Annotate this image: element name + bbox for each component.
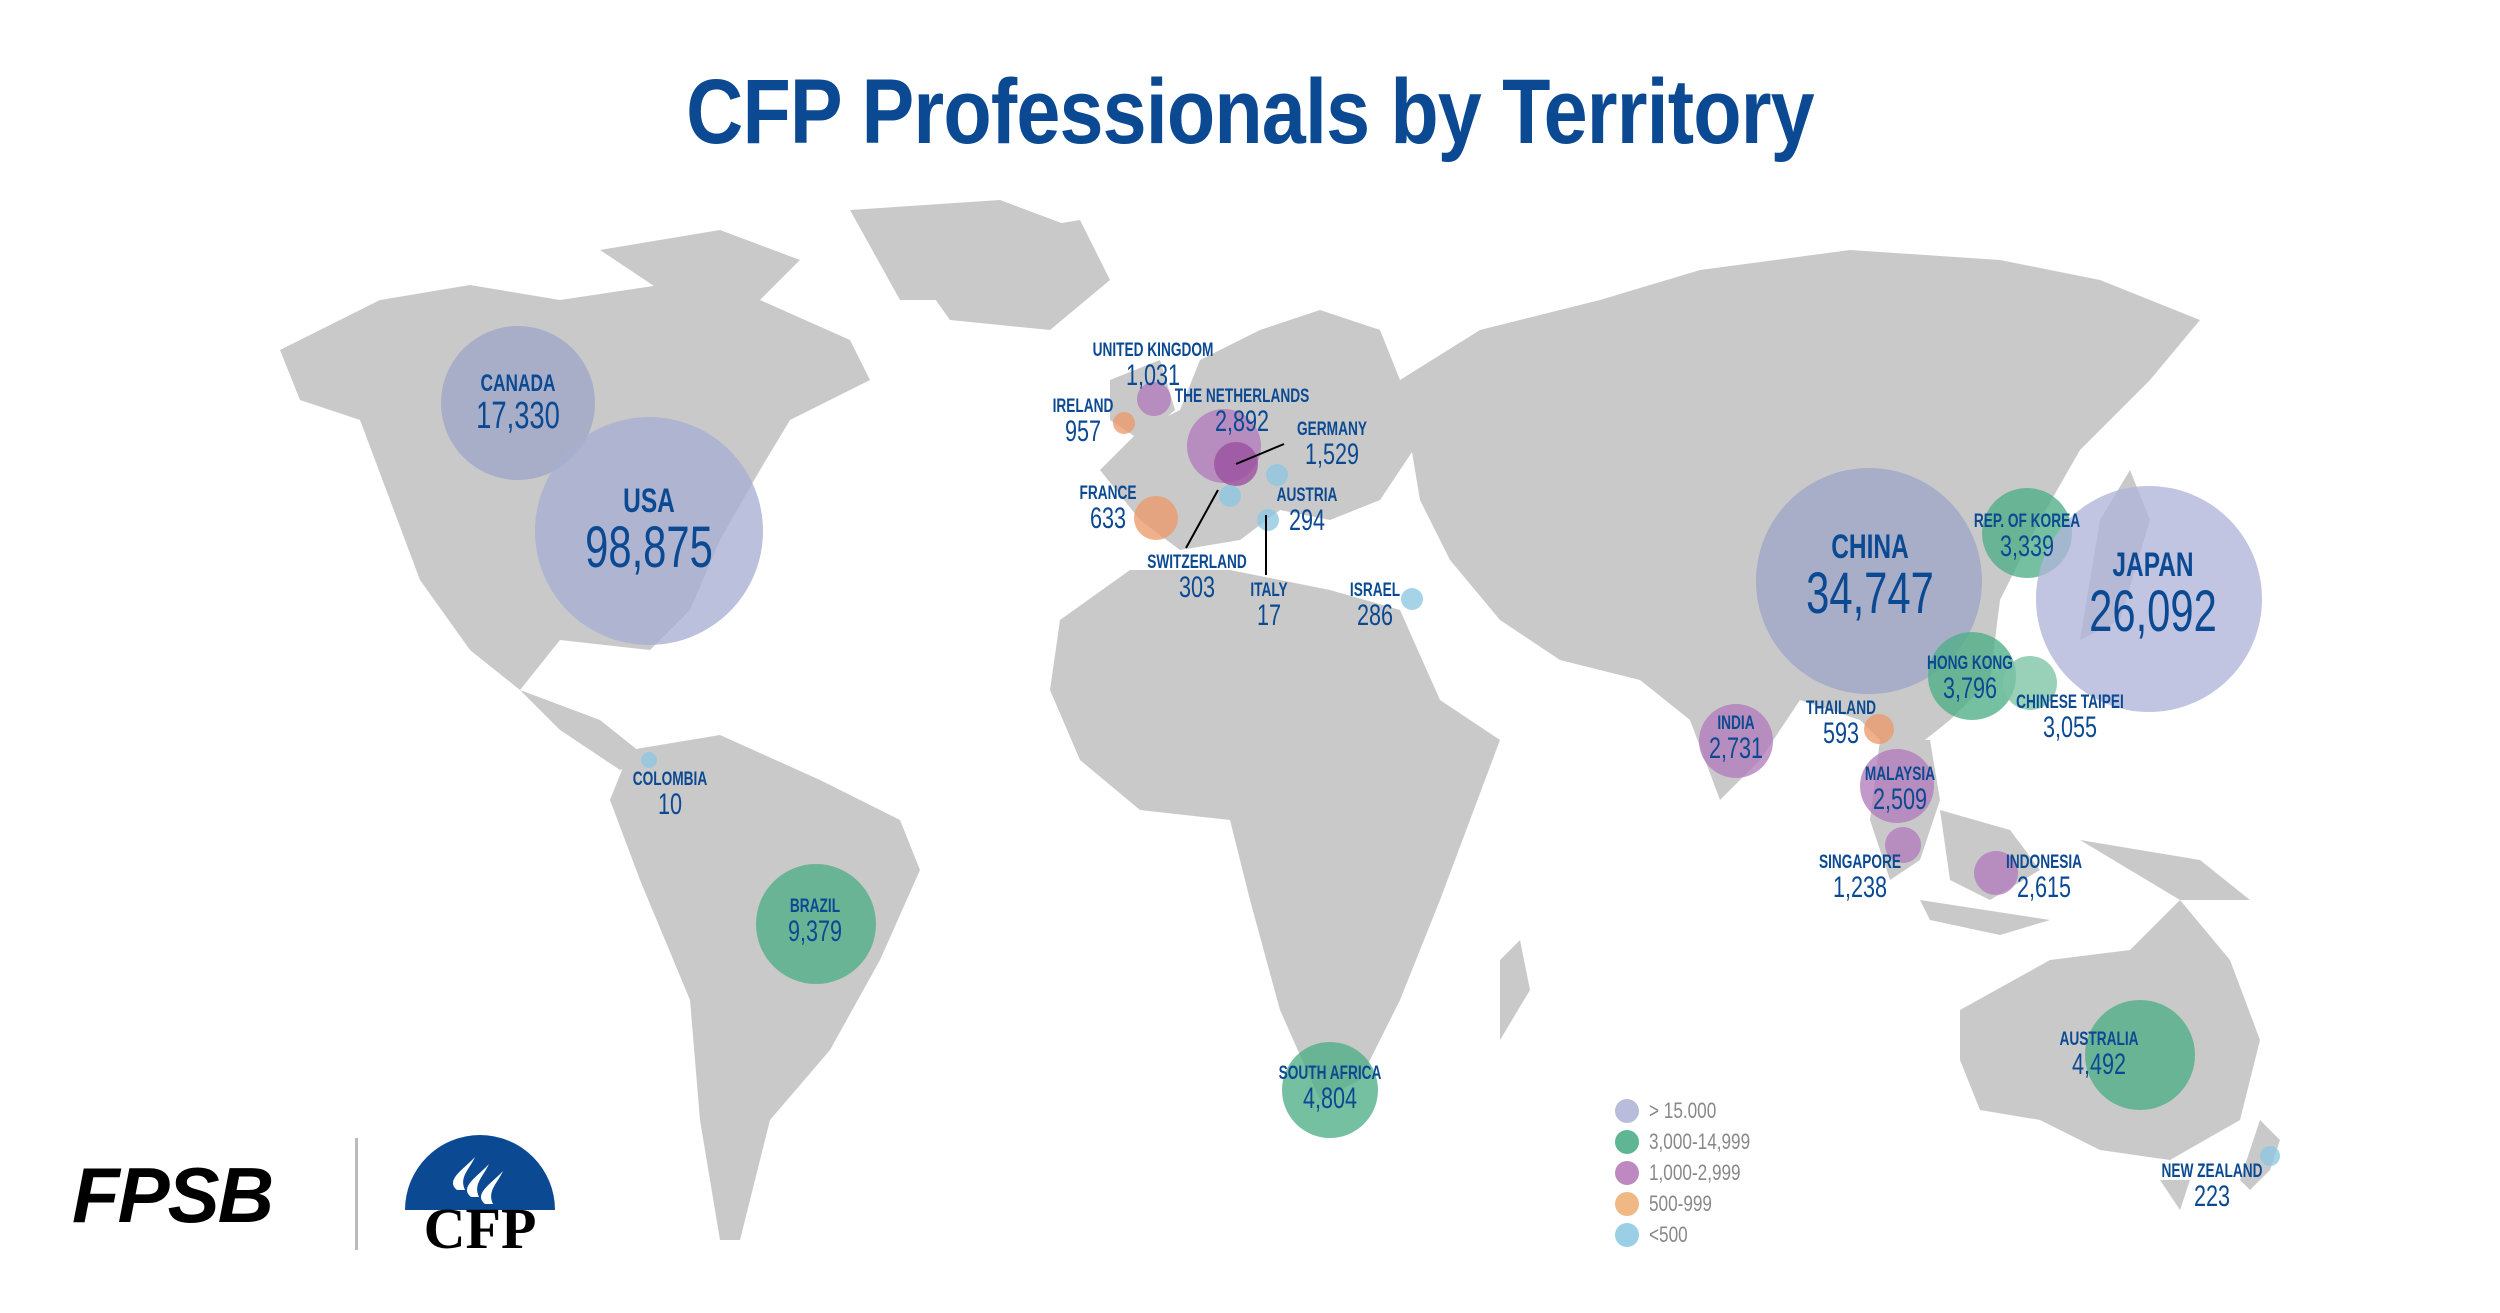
label-united-kingdom: UNITED KINGDOM 1,031 [1092,340,1214,392]
bubble-ireland [1113,412,1135,434]
legend-dot-icon [1615,1129,1639,1154]
bubble-colombia [641,752,657,768]
label-germany: GERMANY 1,529 [1297,419,1367,471]
bubble-india [1699,704,1773,778]
map-legend: > 15.000 3,000-14,999 1,000-2,999 500-99… [1615,1095,1779,1250]
bubble-austria [1266,464,1288,486]
logo-divider [355,1138,358,1250]
label-china: CHINA 34,747 [1806,528,1934,626]
legend-dot-icon [1615,1160,1639,1185]
bubble-japan [2036,486,2262,712]
label-israel: ISRAEL 286 [1349,580,1401,632]
label-france: FRANCE 633 [1079,483,1137,535]
label-ireland: IRELAND 957 [1052,396,1114,448]
cfp-flame-dome-icon [405,1135,555,1210]
bubble-switzerland [1219,485,1241,507]
label-india: INDIA 2,731 [1708,713,1764,765]
page-title: CFP Professionals by Territory [686,61,1815,163]
label-malaysia: MALAYSIA 2,509 [1864,764,1936,816]
legend-item: > 15.000 [1615,1095,1779,1126]
label-new-zealand: NEW ZEALAND 223 [2161,1161,2263,1213]
label-australia: AUSTRALIA 4,492 [2059,1029,2139,1081]
bubble-singapore [1885,827,1921,863]
label-austria: AUSTRIA 294 [1276,485,1338,537]
bubble-italy [1257,509,1279,531]
bubble-united-kingdom [1137,382,1171,416]
label-canada: CANADA 17,330 [476,370,560,437]
bubble-hong-kong [1928,632,2016,720]
bubble-thailand [1864,714,1894,744]
bubble-israel [1401,588,1423,610]
legend-item: 500-999 [1615,1188,1779,1219]
bubble-malaysia [1860,749,1934,823]
label-thailand: THAILAND 593 [1806,698,1876,750]
label-japan: JAPAN 26,092 [2089,546,2217,644]
label-switzerland: SWITZERLAND 303 [1147,552,1247,604]
bubble-indonesia [1974,851,2018,895]
label-indonesia: INDONESIA 2,615 [2005,852,2083,904]
label-netherlands: THE NETHERLANDS 2,892 [1174,386,1310,438]
legend-dot-icon [1615,1098,1639,1123]
legend-item: 3,000-14,999 [1615,1126,1779,1157]
label-singapore: SINGAPORE 1,238 [1818,852,1902,904]
cfp-logo: CFP [400,1135,560,1261]
label-italy: ITALY 17 [1250,580,1288,632]
bubble-new-zealand [2260,1146,2280,1166]
label-brazil: BRAZIL 9,379 [787,896,843,948]
bubble-south-africa [1282,1042,1378,1138]
label-south-africa: SOUTH AFRICA 4,804 [1278,1063,1382,1115]
fpsb-logo: FPSB [72,1151,274,1239]
legend-dot-icon [1615,1191,1639,1216]
label-colombia: COLOMBIA 10 [632,769,708,821]
legend-item: <500 [1615,1219,1779,1250]
label-hong-kong: HONG KONG 3,796 [1927,653,2013,705]
bubbles [441,326,2280,1166]
bubble-brazil [756,864,876,984]
bubble-china [1756,468,1982,694]
leader-lines [1185,443,1285,575]
legend-dot-icon [1615,1222,1639,1247]
bubble-france [1134,496,1178,540]
bubble-australia [2085,1000,2195,1110]
label-rep-of-korea: REP. OF KOREA 3,339 [1973,511,2081,563]
bubble-canada [441,326,595,480]
bubble-usa [535,417,763,645]
bubble-chinese-taipei [2003,656,2057,710]
label-usa: USA 98,875 [585,482,713,580]
legend-item: 1,000-2,999 [1615,1157,1779,1188]
label-chinese-taipei: CHINESE TAIPEI 3,055 [2016,692,2124,744]
